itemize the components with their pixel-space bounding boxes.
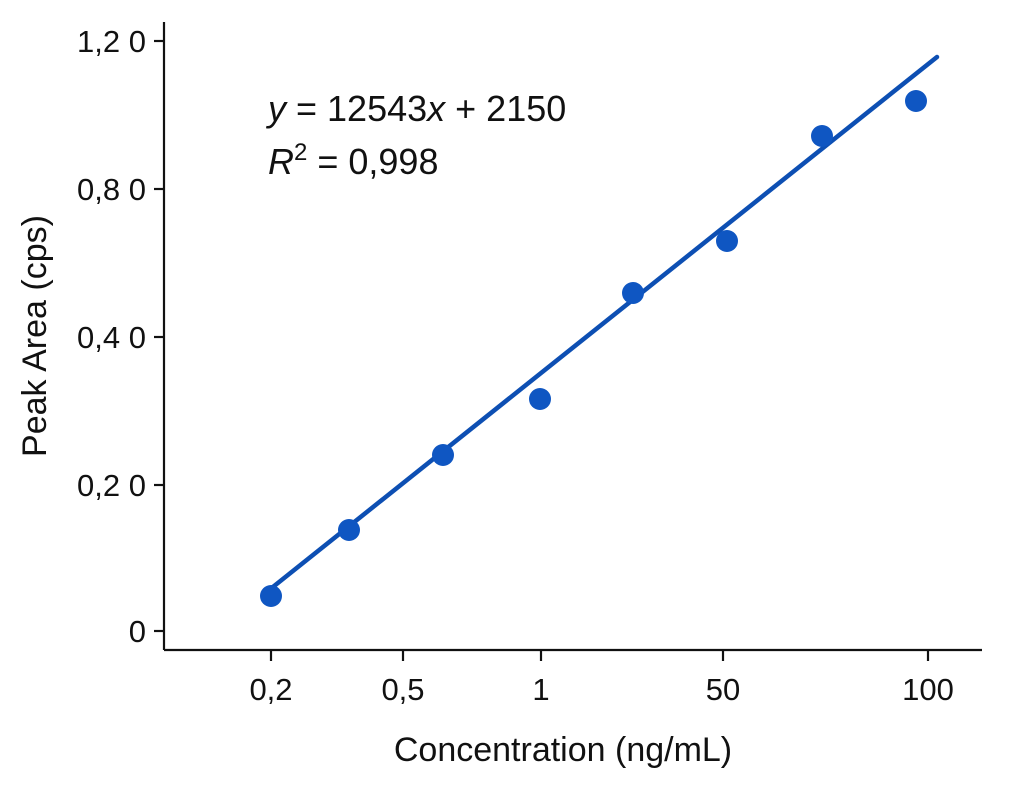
- data-point-4: [622, 282, 644, 304]
- x-tick-label-1: 0,5: [381, 672, 424, 707]
- data-point-5: [716, 230, 738, 252]
- data-point-1: [338, 519, 360, 541]
- regression-line: [268, 54, 940, 591]
- x-tick-label-3: 50: [706, 672, 740, 707]
- data-point-6: [811, 125, 833, 147]
- data-points: [260, 90, 927, 607]
- y-tick-label-1: 0,2 0: [77, 468, 146, 503]
- x-tick-label-2: 1: [532, 672, 549, 707]
- fit-line-group: [268, 54, 940, 591]
- regression-equation: y = 12543x + 2150: [265, 88, 566, 129]
- data-point-0: [260, 585, 282, 607]
- y-tick-label-0: 0: [129, 614, 146, 649]
- equation-x-symbol: x: [425, 88, 447, 129]
- r-symbol: R: [268, 141, 294, 182]
- y-tick-label-2: 0,4 0: [77, 320, 146, 355]
- equation-slope: = 12543: [286, 88, 427, 129]
- x-tick-label-0: 0,2: [249, 672, 292, 707]
- equation-y-symbol: y: [265, 88, 288, 129]
- data-point-2: [432, 444, 454, 466]
- y-tick-label-3: 0,8 0: [77, 172, 146, 207]
- r-superscript: 2: [294, 139, 307, 166]
- x-axis-title: Concentration (ng/mL): [394, 731, 732, 769]
- y-tick-label-4: 1,2 0: [77, 24, 146, 59]
- x-ticks: 0,2 0,5 1 50 100: [249, 650, 954, 707]
- equation-intercept: + 2150: [445, 88, 566, 129]
- y-ticks: 0 0,2 0 0,4 0 0,8 0 1,2 0: [77, 24, 164, 649]
- r-squared-label: R2 = 0,998: [268, 139, 438, 182]
- x-tick-label-4: 100: [902, 672, 954, 707]
- y-axis-title: Peak Area (cps): [16, 215, 54, 457]
- data-point-7: [905, 90, 927, 112]
- r-squared-value: = 0,998: [307, 141, 438, 182]
- data-point-3: [529, 388, 551, 410]
